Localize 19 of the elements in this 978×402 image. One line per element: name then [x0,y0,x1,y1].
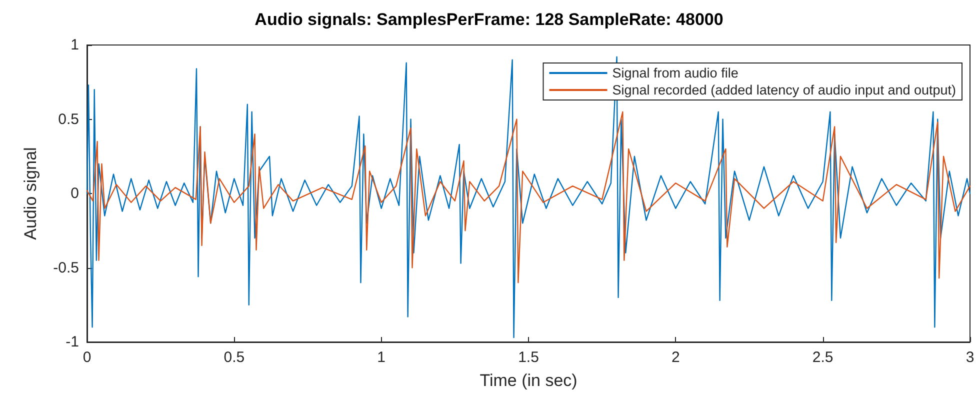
y-tick-label: -1 [66,334,79,350]
x-tick-label: 1.5 [518,349,539,366]
x-tick-label: 1 [377,349,386,366]
legend-label: Signal recorded (added latency of audio input and output) [612,82,956,98]
y-tick-label: -0.5 [53,259,79,276]
y-axis-title: Audio signal [21,147,40,240]
x-tick-label: 0.5 [224,349,245,366]
chart-title: Audio signals: SamplesPerFrame: 128 SampleRate: 48000 [254,10,724,29]
x-tick-label: 3 [966,349,974,366]
x-tick-label: 2 [671,349,680,366]
y-tick-label: 0 [70,185,79,202]
x-axis-title: Time (in sec) [480,371,578,390]
y-tick-label: 1 [70,36,79,54]
x-tick-label: 0 [82,349,92,366]
y-tick-label: 0.5 [58,110,79,128]
x-tick-label: 2.5 [812,349,834,366]
line-series [86,56,971,338]
legend-label: Signal from audio file [612,66,738,80]
line-series [86,111,971,284]
